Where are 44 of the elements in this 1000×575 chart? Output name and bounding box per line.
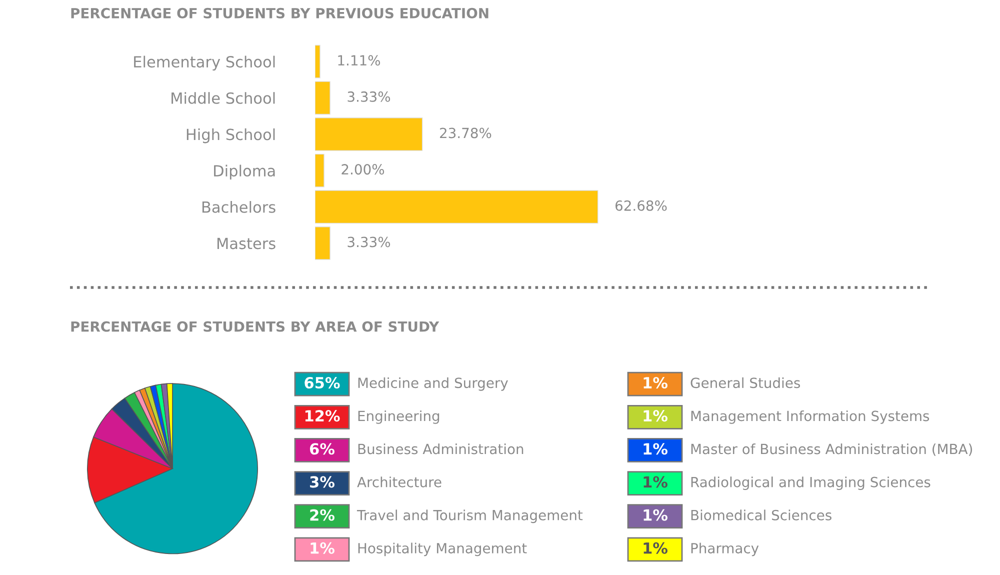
data-label: 1%	[644, 542, 668, 554]
bar	[315, 154, 324, 188]
legend-label: Biomedical Sciences	[691, 510, 832, 520]
data-label: 1%	[310, 542, 334, 554]
bar	[315, 118, 423, 151]
data-label: 3.33%	[348, 236, 390, 248]
data-label: 1%	[644, 509, 668, 521]
bar	[315, 81, 330, 115]
legend-label: Engineering	[358, 410, 440, 424]
legend-label: Radiological and Imaging Sciences	[691, 476, 930, 490]
legend-label: General Studies	[690, 377, 800, 388]
data-label: 23.78%	[440, 128, 492, 138]
bar	[315, 44, 320, 78]
data-label: 62.68%	[615, 200, 667, 211]
data-label: 1%	[644, 376, 668, 389]
data-label: 1%	[644, 410, 668, 422]
data-label: 3.33%	[348, 91, 390, 102]
y-tick-label: Elementary School	[134, 56, 275, 71]
data-label: 12%	[305, 410, 340, 422]
legend-label: Pharmacy	[691, 542, 759, 556]
legend-label: Management Information Systems	[691, 410, 930, 424]
data-label: 1.11%	[338, 55, 380, 66]
data-label: 3%	[310, 476, 334, 488]
legend-label: Medicine and Surgery	[358, 377, 508, 391]
y-tick-label: Diploma	[214, 164, 275, 180]
y-tick-label: Bachelors	[202, 201, 276, 213]
data-label: 2%	[310, 509, 334, 521]
y-tick-label: Masters	[217, 238, 276, 250]
bar	[315, 226, 330, 260]
y-tick-label: Middle School	[172, 92, 275, 104]
legend-label: Master of Business Administration (MBA)	[691, 444, 972, 456]
y-tick-label: High School	[186, 128, 275, 144]
legend-label: Architecture	[357, 476, 442, 488]
chart-title: PERCENTAGE OF STUDENTS BY PREVIOUS EDUCATION	[71, 8, 488, 18]
legend-label: Travel and Tourism Management	[356, 510, 583, 524]
data-label: 6%	[310, 443, 334, 455]
data-label: 65%	[304, 376, 340, 389]
data-label: 1%	[644, 476, 668, 488]
legend-label: Business Administration	[358, 444, 524, 454]
chart-title: PERCENTAGE OF STUDENTS BY AREA OF STUDY	[71, 321, 440, 332]
data-label: 1%	[644, 443, 668, 455]
data-label: 2.00%	[342, 164, 384, 175]
legend-label: Hospitality Management	[358, 542, 527, 556]
bar	[315, 190, 598, 224]
